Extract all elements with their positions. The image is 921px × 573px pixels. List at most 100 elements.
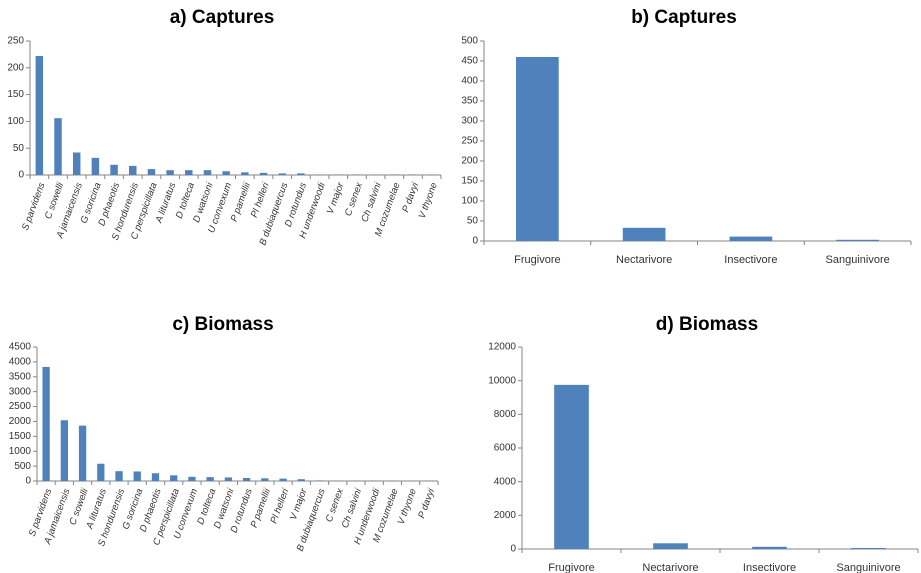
bar [170,475,178,481]
y-tick-label: 0 [25,476,31,487]
y-tick-label: 4500 [9,342,32,353]
y-tick-label: 350 [461,96,478,107]
chart-d-title: d) Biomass [656,314,758,335]
bar [851,547,886,549]
y-tick-label: 2500 [9,401,32,412]
bar [554,384,589,549]
y-tick-label: 1000 [9,446,32,457]
bar [35,56,44,176]
y-tick-label: 100 [461,196,478,207]
y-tick-label: 150 [7,89,24,100]
bar [115,471,123,481]
bar [297,479,305,481]
bar [261,478,269,481]
y-tick-label: 300 [461,116,478,127]
bar [188,476,196,481]
bar [315,480,324,481]
y-tick-label: 2000 [9,416,32,427]
y-tick-label: 4000 [9,357,32,368]
bar [371,174,380,175]
y-tick-label: 0 [510,544,516,555]
bar [242,478,251,481]
x-category-label: Insectivore [724,254,777,266]
x-category-label: P davyi [416,486,437,520]
y-tick-label: 0 [18,170,24,181]
y-tick-label: 2000 [494,510,517,521]
chart-b: b) Captures 0 50 100 150 200 250 300 350 400 450 50… [461,7,912,266]
chart-c: c) Biomass 0 500 1000 1500 2000 2500 3000 3500 40… [9,314,439,553]
y-tick-label: 0 [472,236,478,247]
y-tick-label: 4000 [494,476,517,487]
bar [54,118,62,175]
bar [133,471,141,481]
y-tick-label: 100 [7,116,24,127]
bar [297,173,305,175]
y-tick-label: 200 [461,156,478,167]
x-category-label: Insectivore [743,562,796,573]
bar [72,152,81,175]
bar [97,463,105,481]
bar [729,236,773,241]
bar [151,473,160,481]
y-tick-label: 50 [13,143,25,154]
bar [224,477,233,481]
y-tick-label: 8000 [494,409,517,420]
y-tick-label: 10000 [488,375,516,386]
y-tick-label: 400 [461,76,478,87]
bar [166,170,174,175]
y-tick-label: 3500 [9,371,32,382]
bar [129,165,137,175]
y-tick-label: 200 [7,62,24,73]
x-category-label: Sanguinivore [836,562,900,573]
bar [147,169,156,175]
bar [241,172,249,175]
bar [427,174,436,175]
y-tick-label: 500 [461,36,478,47]
chart-b-title: b) Captures [631,7,737,28]
bar [315,174,324,175]
y-tick-label: 3000 [9,386,32,397]
bar [836,239,879,241]
bar [653,543,688,549]
bar [206,477,214,481]
bar [110,164,118,175]
y-tick-label: 12000 [488,342,516,353]
y-tick-label: 500 [14,461,31,472]
x-category-label: Frugivore [548,562,594,573]
bar [78,425,87,481]
bar [222,171,230,175]
x-category-label: P davyi [400,180,421,214]
bar [278,173,286,175]
y-tick-label: 250 [7,36,24,47]
chart-a-title: a) Captures [170,7,275,28]
x-category-label: Nectarivore [642,562,698,573]
chart-d: d) Biomass 0 2000 4000 6000 8000 10000 12000 Fru… [488,314,919,573]
bar [91,157,100,175]
bar [185,170,193,175]
bar [279,478,287,481]
bar [60,420,68,481]
x-category-label: Nectarivore [616,254,672,266]
bar [42,366,50,481]
x-category-label: Sanguinivore [826,254,890,266]
y-tick-label: 250 [461,136,478,147]
bar [259,172,268,175]
bar [409,174,417,175]
bar [390,174,399,175]
y-tick-label: 1500 [9,431,32,442]
y-tick-label: 150 [461,176,478,187]
y-tick-label: 50 [467,216,479,227]
x-category-label: S parvidens [20,181,48,232]
bar [516,57,559,241]
bar [203,170,212,175]
bar [752,546,787,549]
y-tick-label: 450 [461,56,478,67]
bar [353,174,361,175]
chart-c-title: c) Biomass [172,314,273,335]
y-tick-label: 6000 [494,443,517,454]
x-category-label: Frugivore [514,254,560,266]
bar [622,227,666,241]
bar [334,174,342,175]
